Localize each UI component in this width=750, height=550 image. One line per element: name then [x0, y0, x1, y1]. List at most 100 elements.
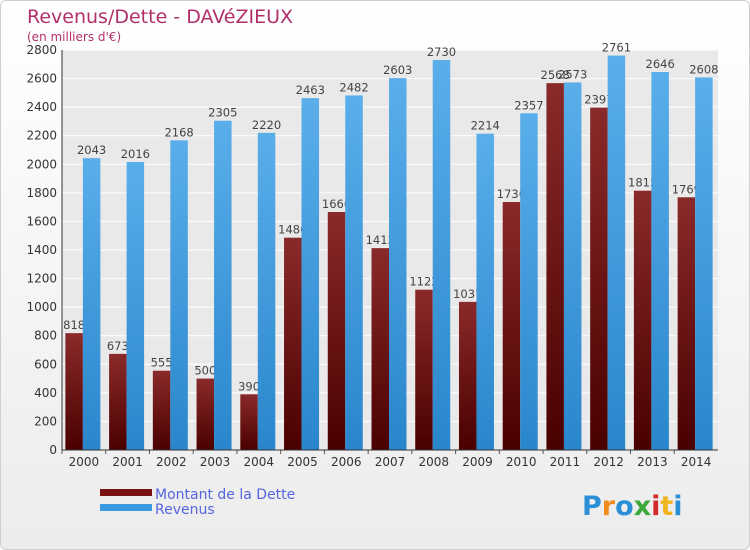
bar-dette: [546, 83, 564, 451]
bar-revenus: [126, 162, 145, 450]
bar-dette: [371, 248, 389, 450]
y-tick-label: 800: [34, 329, 57, 343]
y-tick-label: 1600: [26, 214, 57, 228]
chart-subtitle: (en milliers d'€): [27, 30, 121, 44]
data-label-dette: 1122: [409, 275, 438, 289]
data-label-dette: 1815: [628, 176, 657, 190]
bar-dette: [152, 370, 171, 450]
bar-revenus: [563, 82, 582, 450]
bar-dette: [458, 301, 477, 450]
plot-area: 0 200 400 600 800 1000 1200 1400 1600 1800 2000 220…: [26, 41, 718, 469]
x-tick-label: 2003: [200, 455, 231, 469]
x-tick-label: 2004: [244, 455, 275, 469]
x-tick-label: 2001: [112, 455, 143, 469]
bar-revenus: [301, 98, 320, 451]
bar-revenus: [389, 78, 407, 451]
data-label-revenus: 2357: [514, 98, 543, 112]
proxiti-logo: Proxiti: [582, 491, 683, 522]
bar-dette: [65, 333, 83, 450]
logo-text: Proxiti: [582, 491, 683, 522]
bar-revenus: [257, 132, 276, 450]
data-label-dette: 818: [63, 318, 85, 332]
data-label-revenus: 2603: [383, 63, 412, 77]
data-label-revenus: 2168: [164, 125, 193, 139]
legend-swatch-dette: [100, 489, 152, 496]
x-tick-label: 2012: [593, 455, 624, 469]
x-tick-label: 2009: [462, 455, 493, 469]
bar-dette: [196, 378, 215, 450]
bar-revenus: [432, 60, 451, 450]
bar-revenus: [607, 55, 626, 450]
bar-dette: [415, 289, 433, 450]
y-tick-label: 200: [34, 414, 57, 428]
y-tick-label: 400: [34, 386, 57, 400]
y-tick-label: 2400: [26, 100, 57, 114]
y-tick-label: 600: [34, 357, 57, 371]
x-tick-label: 2008: [418, 455, 449, 469]
data-label-dette: 1666: [322, 197, 351, 211]
bar-dette: [590, 107, 608, 451]
data-label-revenus: 2646: [646, 57, 675, 71]
legend-label-revenus: Revenus: [155, 502, 215, 518]
x-tick-label: 2010: [506, 455, 537, 469]
data-label-dette: 1037: [453, 287, 482, 301]
bar-revenus: [695, 77, 713, 450]
data-label-dette: 2397: [584, 93, 613, 107]
data-label-revenus: 2730: [427, 45, 456, 59]
bar-dette: [240, 394, 258, 450]
legend-label-dette: Montant de la Dette: [155, 487, 295, 503]
bar-revenus: [345, 95, 363, 450]
data-label-revenus: 2463: [296, 83, 325, 97]
data-label-revenus: 2214: [471, 119, 500, 133]
data-label-dette: 1413: [366, 233, 395, 247]
x-tick-label: 2000: [69, 455, 100, 469]
bar-revenus: [214, 120, 232, 450]
bar-revenus: [82, 158, 101, 450]
y-tick-label: 2600: [26, 72, 57, 86]
bar-dette: [327, 212, 346, 450]
data-label-dette: 390: [238, 379, 260, 393]
data-label-revenus: 2016: [121, 147, 150, 161]
data-label-dette: 673: [107, 339, 129, 353]
data-label-dette: 500: [194, 364, 216, 378]
data-label-revenus: 2305: [208, 106, 237, 120]
data-label-revenus: 2761: [602, 41, 631, 55]
data-label-revenus: 2220: [252, 118, 281, 132]
y-tick-label: 2000: [26, 157, 57, 171]
y-tick-label: 1000: [26, 300, 57, 314]
y-tick-label: 1800: [26, 186, 57, 200]
data-label-dette: 1486: [278, 223, 307, 237]
x-tick-label: 2013: [637, 455, 668, 469]
legend: Montant de la Dette Revenus: [100, 487, 295, 518]
legend-swatch-revenus: [100, 504, 152, 511]
data-label-dette: 1736: [497, 187, 526, 201]
data-label-revenus: 2573: [558, 67, 587, 81]
data-label-revenus: 2043: [77, 143, 106, 157]
data-label-dette: 2568: [541, 68, 570, 82]
bar-revenus: [520, 113, 538, 451]
y-tick-label: 2800: [26, 43, 57, 57]
bar-dette: [284, 237, 302, 450]
y-tick-label: 0: [49, 443, 57, 457]
bar-dette: [633, 190, 652, 450]
data-label-revenus: 2482: [339, 80, 368, 94]
y-tick-label: 1400: [26, 243, 57, 257]
x-tick-label: 2006: [331, 455, 362, 469]
bar-revenus: [476, 133, 494, 450]
bar-revenus: [651, 72, 669, 450]
y-tick-label: 2200: [26, 129, 57, 143]
bar-revenus: [170, 140, 188, 451]
data-label-revenus: 2608: [689, 62, 718, 76]
x-tick-label: 2014: [681, 455, 712, 469]
x-tick-label: 2005: [287, 455, 318, 469]
chart-title: Revenus/Dette - DAVéZIEUX: [27, 6, 293, 28]
bar-dette: [502, 202, 521, 450]
x-tick-label: 2002: [156, 455, 187, 469]
x-tick-label: 2007: [375, 455, 406, 469]
bar-dette: [109, 353, 127, 450]
data-label-dette: 1769: [672, 182, 701, 196]
bar-dette: [677, 197, 696, 450]
data-label-dette: 555: [151, 356, 173, 370]
x-tick-label: 2011: [550, 455, 581, 469]
